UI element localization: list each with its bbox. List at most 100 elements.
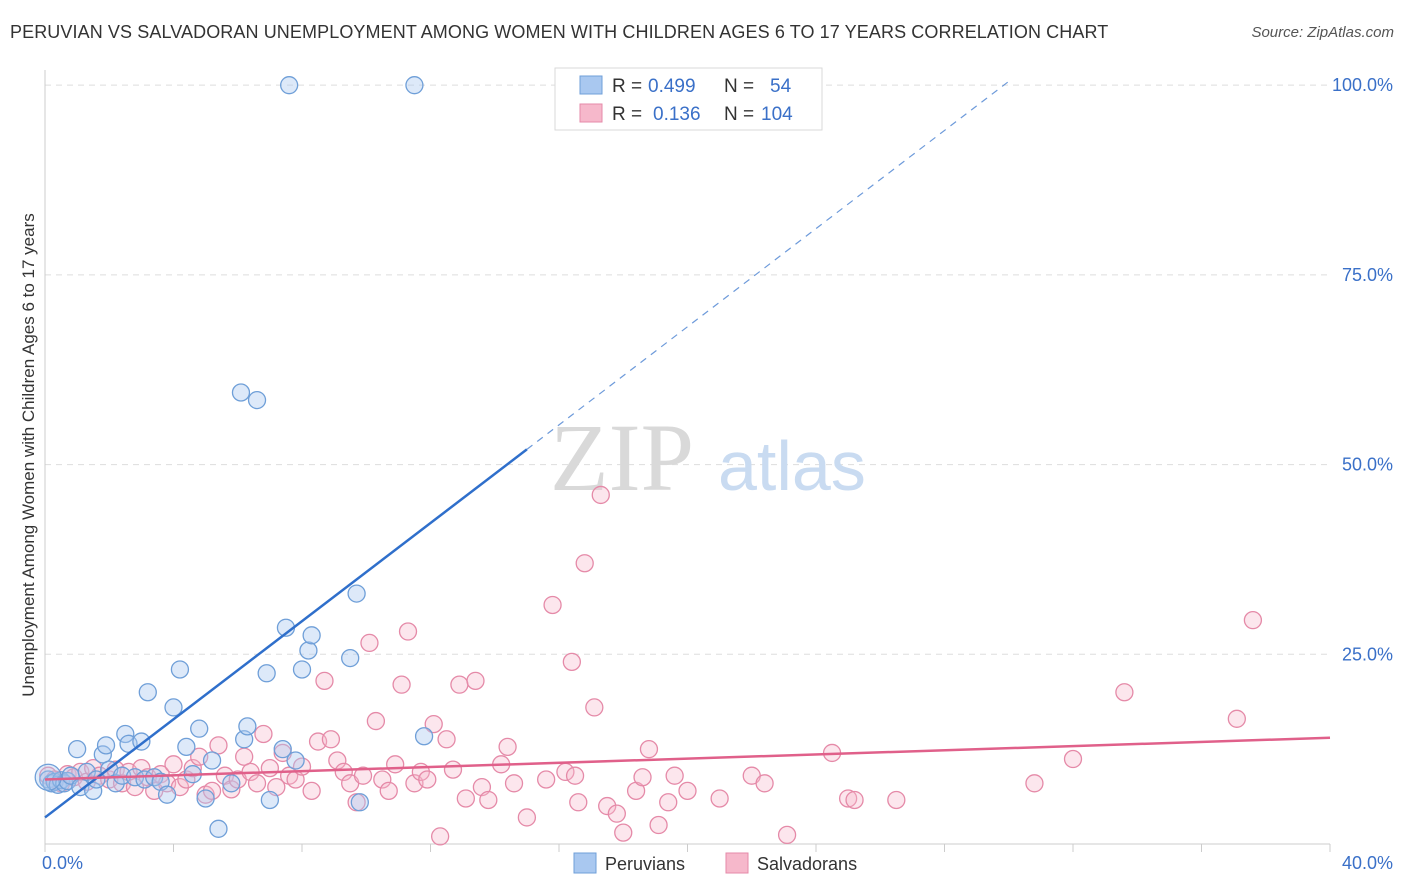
salvadoran-point bbox=[845, 790, 864, 810]
peruvian-point bbox=[209, 819, 228, 838]
x-tick-label: 0.0% bbox=[42, 853, 83, 873]
tick-labels: 25.0% 50.0% 75.0% 100.0% 0.0% 40.0% bbox=[42, 75, 1393, 873]
salvadoran-r-value: 0.136 bbox=[653, 104, 701, 125]
peruvian-point bbox=[138, 683, 157, 702]
salvadoran-n-value: 104 bbox=[761, 104, 793, 125]
legend-salvadorans-swatch bbox=[725, 852, 749, 874]
salvadoran-point bbox=[678, 781, 697, 801]
salvadoran-point bbox=[373, 770, 392, 789]
salvadoran-point bbox=[562, 652, 581, 672]
peruvian-point bbox=[405, 76, 424, 95]
peruvian-point bbox=[34, 763, 62, 791]
y-axis-label: Unemployment Among Women with Children A… bbox=[19, 213, 38, 697]
grid-lines bbox=[45, 84, 1330, 655]
y-tick-label: 50.0% bbox=[1342, 455, 1393, 475]
salvadoran-point bbox=[755, 774, 774, 793]
peruvian-point bbox=[202, 751, 222, 770]
salvadoran-swatch bbox=[579, 103, 603, 123]
x-tick-label: 40.0% bbox=[1342, 853, 1393, 873]
salvadoran-r-label: R = bbox=[612, 104, 642, 125]
peruvian-point bbox=[347, 584, 366, 603]
salvadoran-point bbox=[1063, 749, 1083, 769]
salvadoran-point bbox=[315, 671, 334, 691]
peruvian-point bbox=[196, 789, 215, 808]
salvadoran-point bbox=[498, 737, 517, 757]
salvadoran-point bbox=[569, 793, 588, 812]
peruvian-point bbox=[260, 790, 280, 810]
salvadoran-point bbox=[254, 724, 273, 744]
peruvian-point bbox=[77, 762, 96, 782]
salvadoran-point bbox=[504, 774, 524, 793]
peruvian-point bbox=[341, 648, 360, 668]
salvadoran-point bbox=[607, 804, 626, 823]
salvadoran-point bbox=[443, 760, 463, 779]
peruvian-point bbox=[350, 793, 369, 812]
salvadoran-point bbox=[665, 766, 684, 785]
salvadoran-point bbox=[430, 827, 450, 846]
trend-lines bbox=[44, 80, 1331, 819]
salvadoran-point bbox=[202, 781, 222, 801]
y-tick-label: 75.0% bbox=[1342, 265, 1393, 285]
salvadoran-point bbox=[1227, 709, 1246, 728]
salvadoran-point bbox=[437, 730, 456, 749]
peruvian-point bbox=[257, 664, 276, 683]
peruvian-point bbox=[292, 660, 312, 679]
legend-peruvians-label: Peruvians bbox=[605, 854, 685, 874]
salvadoran-point bbox=[424, 714, 443, 734]
salvadoran-point bbox=[360, 633, 379, 653]
peruvian-point bbox=[177, 737, 196, 757]
stats-box: R = 0.499 N = 54 R = 0.136 N = 104 bbox=[554, 67, 823, 131]
peruvian-point bbox=[414, 727, 434, 746]
salvadoran-n-label: N = bbox=[724, 104, 754, 125]
salvadoran-point bbox=[366, 711, 386, 731]
salvadoran-point bbox=[565, 766, 585, 785]
peruvian-point bbox=[84, 781, 103, 801]
peruvian-point bbox=[299, 641, 318, 660]
watermark-atlas: atlas bbox=[718, 427, 866, 505]
salvadoran-point bbox=[598, 796, 617, 816]
salvadoran-point bbox=[585, 698, 604, 717]
legend: Peruvians Salvadorans bbox=[573, 852, 857, 874]
peruvian-n-label: N = bbox=[724, 76, 754, 97]
salvadoran-point bbox=[887, 790, 906, 810]
salvadoran-point bbox=[235, 747, 254, 766]
salvadoran-point bbox=[418, 770, 437, 789]
peruvian-n-value: 54 bbox=[770, 76, 792, 97]
salvadoran-point bbox=[209, 736, 228, 755]
peruvian-point bbox=[302, 626, 321, 645]
y-tick-label: 100.0% bbox=[1332, 75, 1393, 95]
salvadoran-point bbox=[466, 671, 485, 691]
peruvian-r-label: R = bbox=[612, 76, 642, 97]
salvadoran-point bbox=[591, 485, 610, 505]
salvadoran-point bbox=[450, 675, 469, 694]
watermark: ZIP atlas bbox=[550, 404, 866, 511]
peruvian-point bbox=[106, 774, 125, 793]
salvadoran-point bbox=[379, 781, 398, 801]
salvadoran-point bbox=[777, 825, 797, 845]
salvadoran-point bbox=[302, 781, 321, 801]
salvadoran-point bbox=[659, 793, 678, 812]
salvadoran-point bbox=[164, 755, 183, 774]
salvadoran-point bbox=[398, 622, 418, 641]
peruvian-point bbox=[273, 739, 292, 759]
peruvian-point bbox=[96, 736, 116, 755]
chart-title: PERUVIAN VS SALVADORAN UNEMPLOYMENT AMON… bbox=[10, 22, 1109, 42]
peruvian-point bbox=[279, 76, 299, 95]
salvadoran-point bbox=[517, 808, 537, 827]
salvadoran-point bbox=[183, 758, 202, 778]
salvadoran-point bbox=[260, 758, 280, 778]
salvadoran-point bbox=[386, 755, 405, 774]
peruvian-point bbox=[116, 724, 135, 744]
axes bbox=[44, 70, 1331, 852]
peruvian-point bbox=[247, 390, 267, 410]
salvadoran-point bbox=[1243, 610, 1263, 630]
peruvian-point bbox=[170, 660, 190, 679]
salvadoran-point bbox=[479, 790, 498, 810]
peruvian-point bbox=[157, 785, 177, 804]
salvadoran-point bbox=[575, 554, 594, 573]
salvadoran-point bbox=[321, 730, 341, 749]
peruvian-trend-extension bbox=[526, 80, 1010, 450]
salvadoran-point bbox=[247, 774, 267, 793]
salvadoran-point bbox=[125, 777, 145, 797]
